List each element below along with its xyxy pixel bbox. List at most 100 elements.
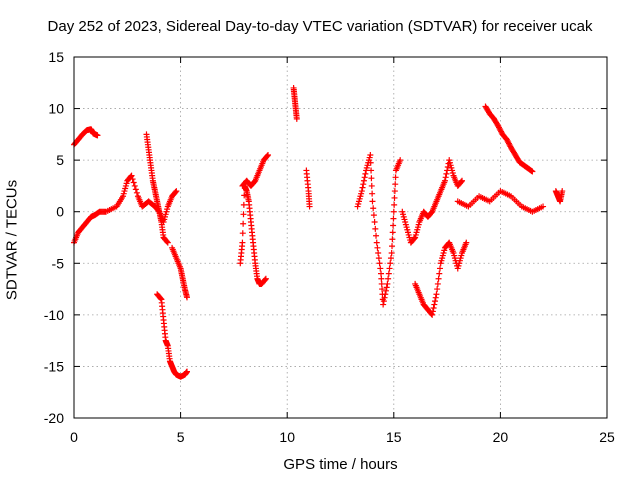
data-point	[377, 265, 384, 272]
data-point	[358, 188, 365, 195]
y-tick-label: 5	[56, 152, 64, 168]
data-point	[262, 276, 269, 283]
x-tick-label: 10	[279, 429, 295, 445]
data-point	[382, 287, 389, 294]
series-track-m	[552, 188, 566, 205]
data-point	[373, 239, 380, 246]
data-point	[379, 286, 386, 293]
data-point	[429, 308, 436, 315]
data-point	[436, 270, 443, 277]
x-axis-label: GPS time / hours	[283, 456, 398, 473]
data-point	[559, 188, 566, 195]
x-tick-label: 0	[70, 429, 78, 445]
data-point	[381, 294, 388, 301]
data-point	[540, 203, 547, 210]
data-point	[382, 291, 389, 298]
data-point	[130, 179, 137, 186]
data-point	[368, 182, 375, 189]
series-track-g	[303, 167, 313, 210]
data-point	[436, 265, 443, 272]
y-tick-label: 15	[48, 49, 64, 65]
data-point	[265, 151, 272, 158]
data-point	[458, 178, 465, 185]
data-point	[378, 270, 385, 277]
data-point	[434, 280, 441, 287]
data-point	[432, 298, 439, 305]
series-track-d	[237, 182, 269, 287]
plot-frame	[73, 56, 608, 419]
data-point	[128, 172, 135, 179]
data-point	[389, 236, 396, 243]
data-point	[387, 260, 394, 267]
data-point	[441, 177, 448, 184]
data-point	[369, 190, 376, 197]
data-point	[131, 182, 138, 189]
data-point	[368, 175, 375, 182]
data-point	[376, 260, 383, 267]
chart-title: Day 252 of 2023, Sidereal Day-to-day VTE…	[47, 18, 593, 35]
data-point	[370, 212, 377, 219]
series-track-a-upper	[71, 126, 101, 148]
data-point	[94, 132, 101, 139]
series-track-a-lower	[71, 172, 180, 246]
y-axis-label: SDTVAR / TECUs	[3, 179, 21, 301]
data-point	[431, 301, 438, 308]
x-tick-label: 25	[599, 429, 615, 445]
series-track-i	[399, 157, 466, 246]
data-point	[370, 205, 377, 212]
data-point	[239, 239, 246, 246]
data-point	[529, 168, 536, 175]
series-track-e	[239, 151, 272, 189]
data-point	[240, 220, 247, 227]
data-point	[368, 167, 375, 174]
data-point	[367, 159, 374, 166]
data-point	[373, 232, 380, 239]
data-point	[433, 291, 440, 298]
data-point	[390, 222, 397, 229]
series-track-h	[354, 151, 404, 308]
data-point	[385, 275, 392, 282]
series-track-b-tail	[169, 244, 190, 301]
x-tick-label: 15	[386, 429, 402, 445]
data-point	[389, 243, 396, 250]
data-point	[375, 255, 382, 262]
data-point	[429, 311, 436, 318]
data-point	[430, 304, 437, 311]
data-point	[240, 211, 247, 218]
data-point	[157, 295, 164, 302]
series-track-c-descent	[154, 291, 190, 380]
data-point	[435, 275, 442, 282]
data-point	[459, 177, 466, 184]
data-point	[385, 270, 392, 277]
data-point	[389, 229, 396, 236]
grid	[74, 57, 607, 418]
data-points	[71, 84, 566, 380]
series-track-b-spike	[143, 131, 171, 246]
series-track-l	[482, 103, 536, 175]
data-point	[411, 235, 418, 242]
data-point	[360, 177, 367, 184]
series-track-k	[454, 188, 547, 215]
series-track-f	[290, 84, 300, 122]
y-tick-label: -15	[44, 358, 64, 374]
data-point	[369, 198, 376, 205]
data-point	[378, 275, 385, 282]
data-point	[443, 170, 450, 177]
x-tick-label: 5	[177, 429, 185, 445]
data-point	[391, 194, 398, 201]
data-point	[264, 152, 271, 159]
data-point	[386, 265, 393, 272]
data-point	[391, 201, 398, 208]
data-point	[359, 184, 366, 191]
data-point	[133, 189, 140, 196]
data-point	[172, 188, 179, 195]
data-point	[372, 225, 379, 232]
data-point	[132, 186, 139, 193]
data-point	[463, 239, 470, 246]
data-point	[361, 174, 368, 181]
data-point	[129, 176, 136, 183]
data-point	[362, 170, 369, 177]
data-point	[367, 151, 374, 158]
data-point	[183, 294, 190, 301]
